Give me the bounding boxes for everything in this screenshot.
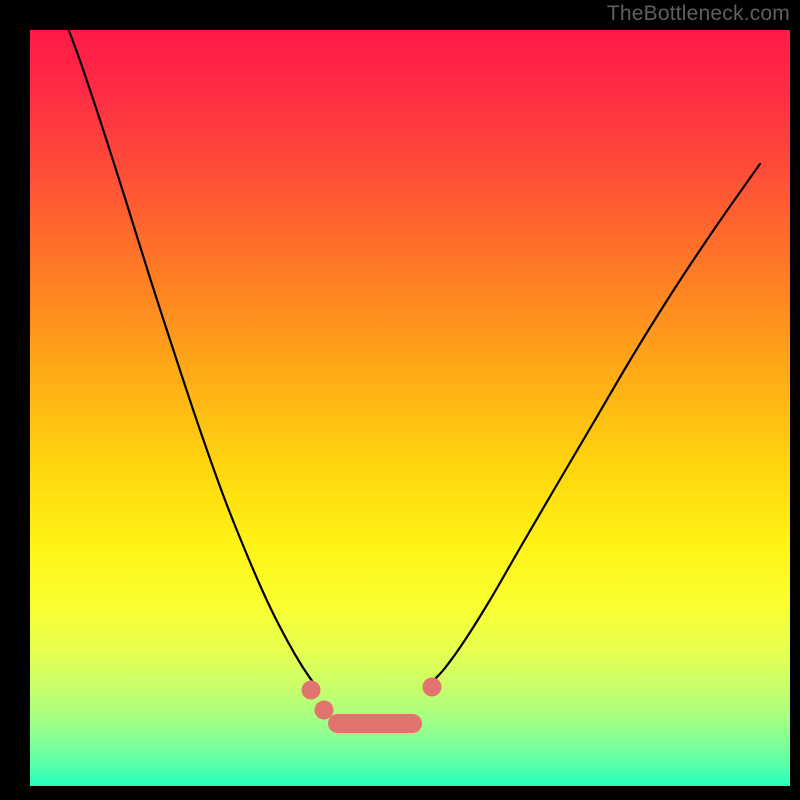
bottom-dot-marker: [423, 678, 442, 697]
watermark-text: TheBottleneck.com: [607, 2, 790, 26]
curve-left: [57, 30, 315, 685]
bottom-dot-marker: [302, 681, 321, 700]
frame-left: [0, 0, 30, 800]
bottom-dot-marker: [315, 701, 334, 720]
curve-right: [430, 164, 760, 684]
bottom-bar-marker: [328, 714, 422, 733]
frame-right: [790, 0, 800, 800]
chart-svg: [30, 30, 790, 786]
plot-area: [30, 30, 790, 786]
frame-bottom: [0, 786, 800, 800]
